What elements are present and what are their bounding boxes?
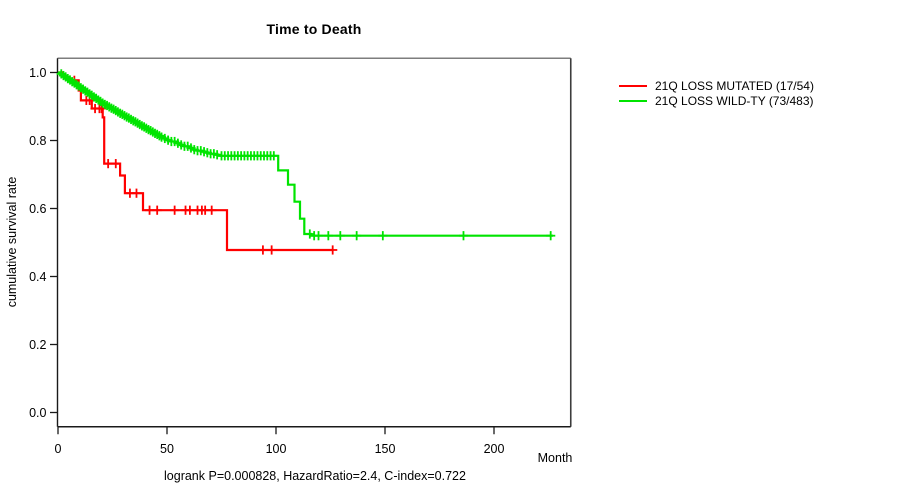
y-axis-ticks: 0.0 0.2 0.4 0.6 0.8 1.0 (29, 66, 58, 420)
legend-label-mutated: 21Q LOSS MUTATED (17/54) (655, 79, 814, 93)
y-axis-label: cumulative survival rate (5, 176, 19, 308)
survival-step-line (58, 71, 553, 237)
plot-frame (56, 57, 572, 428)
svg-text:0.2: 0.2 (29, 338, 46, 352)
svg-text:50: 50 (160, 442, 174, 456)
svg-text:0.4: 0.4 (29, 270, 46, 284)
svg-text:100: 100 (266, 442, 287, 456)
legend-label-wildtype: 21Q LOSS WILD-TY (73/483) (655, 94, 814, 108)
legend-item-mutated: 21Q LOSS MUTATED (17/54) (619, 79, 814, 93)
svg-text:1.0: 1.0 (29, 66, 46, 80)
km-curve-wildtype (56, 69, 556, 241)
legend-item-wildtype: 21Q LOSS WILD-TY (73/483) (619, 94, 814, 108)
svg-text:0: 0 (55, 442, 62, 456)
chart-title: Time to Death (266, 21, 362, 37)
legend-line-swatch-wildtype (619, 100, 647, 102)
x-axis-ticks: 0 50 100 150 200 (55, 426, 505, 456)
legend: 21Q LOSS MUTATED (17/54) 21Q LOSS WILD-T… (619, 79, 814, 108)
svg-text:0.8: 0.8 (29, 134, 46, 148)
svg-text:150: 150 (375, 442, 396, 456)
censor-marks (56, 69, 556, 241)
legend-line-swatch-mutated (619, 85, 647, 87)
svg-text:0.6: 0.6 (29, 202, 46, 216)
x-axis-label: Month (537, 451, 573, 465)
statistics-annotation: logrank P=0.000828, HazardRatio=2.4, C-i… (164, 469, 466, 483)
svg-text:0.0: 0.0 (29, 406, 46, 420)
svg-text:200: 200 (484, 442, 505, 456)
